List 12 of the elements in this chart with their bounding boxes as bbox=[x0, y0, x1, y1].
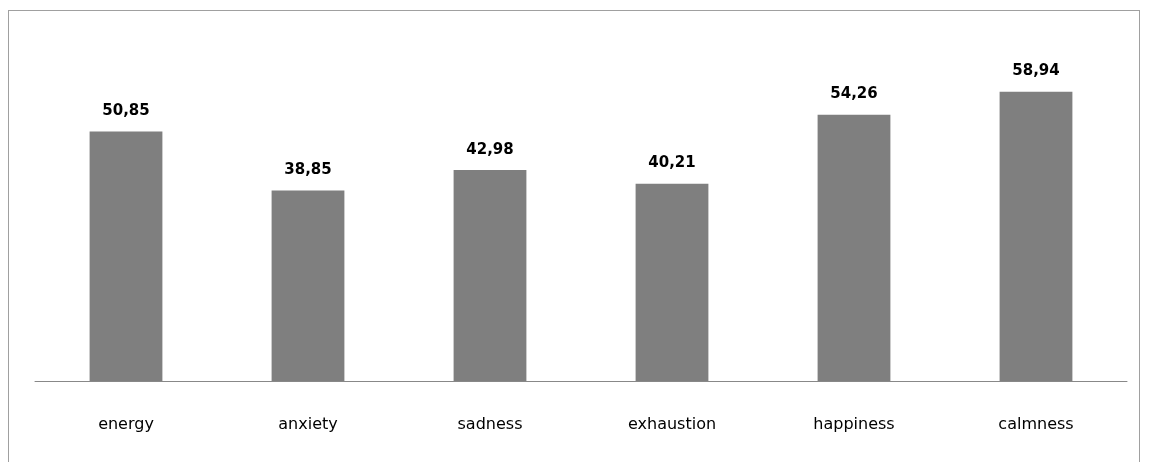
data-label: 42,98 bbox=[466, 139, 514, 158]
x-tick-label: energy bbox=[98, 413, 154, 433]
x-tick-label: exhaustion bbox=[627, 413, 717, 433]
data-label: 38,85 bbox=[284, 159, 332, 178]
x-tick-label: anxiety bbox=[278, 413, 338, 433]
x-tick-label: calmness bbox=[998, 413, 1074, 433]
data-label: 54,26 bbox=[830, 84, 878, 103]
data-label: 40,21 bbox=[648, 153, 696, 172]
x-tick-label: happiness bbox=[813, 413, 895, 433]
x-tick-label: sadness bbox=[457, 413, 523, 433]
data-label: 58,94 bbox=[1012, 61, 1060, 80]
data-label: 50,85 bbox=[102, 101, 150, 119]
